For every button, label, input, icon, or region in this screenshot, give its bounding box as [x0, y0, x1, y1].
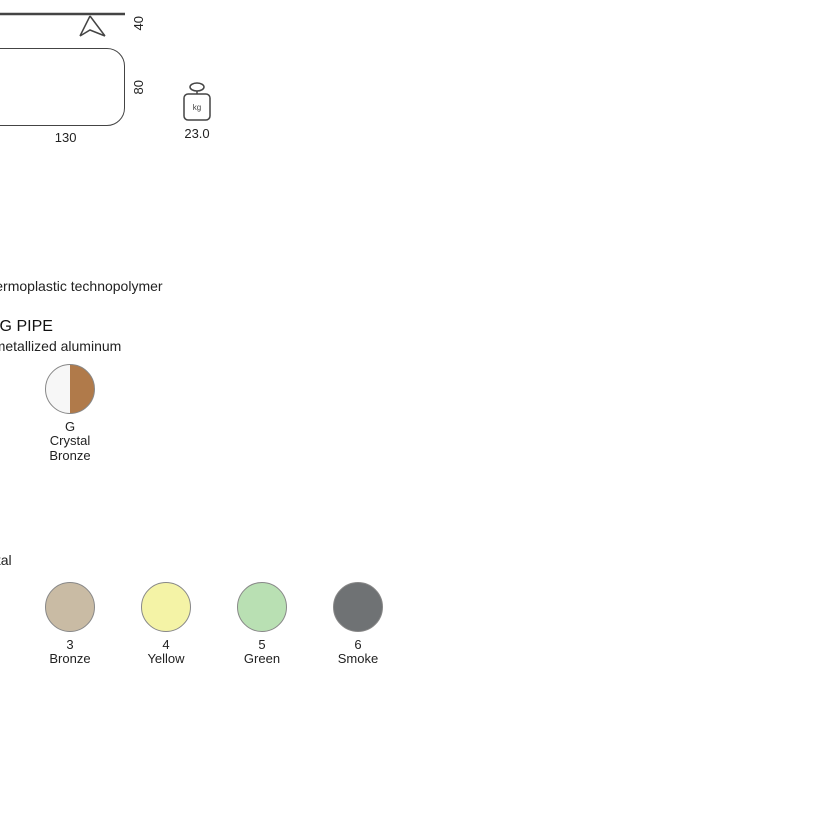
swatch-circle — [237, 582, 287, 632]
swatch: 3 Bronze — [36, 582, 104, 667]
dim-group: 40 80 130 — [0, 8, 146, 145]
side-view-row: 40 — [0, 8, 146, 38]
table-top-view-icon — [0, 48, 125, 126]
frame-title: IE — [0, 258, 163, 276]
weight-block: kg 23.0 — [176, 80, 218, 141]
depth-label: 80 — [131, 80, 146, 94]
top-view-row: 80 — [0, 48, 146, 126]
swatch-code: G — [65, 420, 75, 434]
swatch-code: 4 — [162, 638, 169, 652]
weight-label: 23.0 — [184, 126, 209, 141]
swatch-code: 3 — [66, 638, 73, 652]
swatch-code: 5 — [258, 638, 265, 652]
top-desc: ated crystal — [0, 552, 392, 568]
swatch-code: 6 — [354, 638, 361, 652]
swatch-circle — [45, 364, 95, 414]
top-section: ated crystal 3 Bronze 4 Yellow 5 Green 6… — [0, 552, 392, 667]
swatch-circle — [333, 582, 383, 632]
swatch-label: Bronze — [49, 652, 90, 666]
top-swatches: 3 Bronze 4 Yellow 5 Green 6 Smoke — [0, 582, 392, 667]
swatch: 6 Smoke — [324, 582, 392, 667]
svg-text:kg: kg — [193, 103, 201, 112]
pipe-swatches: al ne G Crystal Bronze — [0, 364, 121, 463]
pipe-title: NECTING PIPE — [0, 318, 121, 336]
frame-section: IE parent thermoplastic technopolymer — [0, 258, 163, 294]
swatch-label: Yellow — [147, 652, 184, 666]
dimension-drawings: 40 80 130 kg 23.0 — [0, 8, 218, 145]
frame-desc: parent thermoplastic technopolymer — [0, 278, 163, 294]
swatch: G Crystal Bronze — [36, 364, 104, 463]
swatch: 4 Yellow — [132, 582, 200, 667]
swatch-label: Smoke — [338, 652, 378, 666]
swatch — [0, 582, 8, 667]
pipe-section: NECTING PIPE nized or metallized aluminu… — [0, 318, 121, 463]
swatch-circle — [141, 582, 191, 632]
swatch: al ne — [0, 364, 8, 463]
width-label: 130 — [0, 130, 127, 145]
pipe-desc: nized or metallized aluminum — [0, 338, 121, 354]
swatch: 5 Green — [228, 582, 296, 667]
swatch-circle — [45, 582, 95, 632]
swatch-label: Green — [244, 652, 280, 666]
weight-icon: kg — [176, 80, 218, 122]
height-label: 40 — [131, 16, 146, 30]
swatch-label: Crystal Bronze — [49, 434, 90, 463]
table-side-view-icon — [0, 8, 125, 38]
